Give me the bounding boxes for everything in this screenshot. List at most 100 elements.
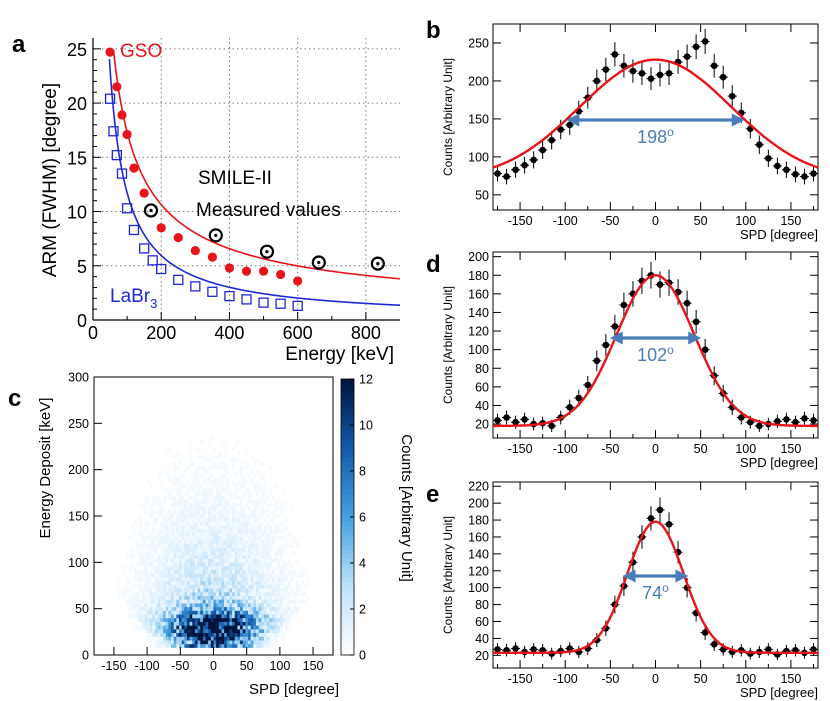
panel-a-data-points: [104, 47, 385, 312]
heatmap-cell: [258, 599, 262, 604]
heatmap-cell: [234, 440, 238, 445]
smile-ii-point: [311, 255, 326, 270]
heatmap-cell: [237, 528, 241, 533]
heatmap-cell: [189, 599, 193, 604]
heatmap-cell: [189, 580, 193, 585]
heatmap-cell: [226, 573, 230, 578]
heatmap-cell: [210, 540, 214, 545]
heatmap-cell: [147, 580, 151, 585]
smile-ii-point-dot: [376, 262, 380, 266]
heatmap-cell: [192, 543, 196, 548]
y-axis-label: Counts [Arbitrary Unit]: [441, 58, 455, 176]
heatmap-cell: [157, 573, 161, 578]
heatmap-cell: [176, 636, 180, 641]
heatmap-cell: [218, 499, 222, 504]
heatmap-cell: [221, 580, 225, 585]
plot-frame: [492, 23, 819, 211]
heatmap-cell: [271, 595, 275, 600]
heatmap-cell: [192, 625, 196, 630]
heatmap-cell: [176, 451, 180, 456]
heatmap-cell: [192, 473, 196, 478]
heatmap-cell: [160, 532, 164, 537]
heatmap-cell: [232, 573, 236, 578]
heatmap-cell: [255, 491, 259, 496]
heatmap-cell: [189, 540, 193, 545]
heatmap-cell: [263, 566, 267, 571]
heatmap-cell: [189, 632, 193, 637]
heatmap-cell: [248, 599, 251, 604]
heatmap-cell: [160, 603, 164, 608]
heatmap-cell: [157, 584, 161, 589]
heatmap-cell: [186, 540, 190, 545]
heatmap-cell: [208, 584, 212, 589]
heatmap-cell: [255, 521, 259, 526]
heatmap-cell: [234, 580, 238, 585]
heatmap-cell: [165, 577, 169, 582]
heatmap-cell: [226, 610, 230, 615]
heatmap-cell: [285, 617, 289, 622]
heatmap-cell: [181, 495, 185, 500]
heatmap-cell: [189, 640, 193, 645]
heatmap-cell: [157, 610, 161, 615]
heatmap-cell: [184, 595, 188, 600]
heatmap-cell: [263, 558, 267, 563]
heatmap-cell: [242, 577, 246, 582]
heatmap-cell: [263, 488, 267, 493]
y-tick-label: 50: [75, 602, 89, 616]
heatmap-cell: [176, 543, 180, 548]
heatmap-cell: [234, 591, 238, 596]
heatmap-cell: [213, 562, 217, 567]
fwhm-value: 74: [642, 583, 662, 603]
heatmap-cell: [216, 591, 220, 596]
heatmap-cell: [163, 499, 166, 504]
heatmap-cell: [144, 599, 148, 604]
heatmap-cell: [221, 480, 225, 485]
heatmap-cell: [295, 610, 299, 615]
heatmap-cell: [271, 632, 275, 637]
heatmap-cell: [168, 543, 172, 548]
heatmap-cell: [245, 473, 249, 478]
heatmap-cell: [258, 558, 262, 563]
heatmap-cell: [168, 643, 172, 648]
heatmap-cell: [234, 584, 238, 589]
heatmap-cell: [173, 473, 177, 478]
heatmap-cell: [266, 643, 270, 648]
heatmap-cell: [295, 580, 299, 585]
panel-c-colorbar-label: Counts [Arbitrary Unit]: [398, 434, 415, 582]
heatmap-cell: [147, 536, 151, 541]
heatmap-cell: [160, 591, 164, 596]
heatmap-cell: [155, 617, 159, 622]
heatmap-cell: [221, 577, 225, 582]
heatmap-cell: [165, 599, 169, 604]
heatmap-cell: [221, 562, 225, 567]
heatmap-cell: [234, 491, 238, 496]
heatmap-cell: [168, 580, 172, 585]
x-tick-label: 50: [694, 672, 708, 686]
heatmap-cell: [125, 551, 129, 556]
heatmap-cell: [202, 514, 206, 519]
y-tick-label: 5: [77, 257, 87, 277]
heatmap-cell: [205, 503, 209, 508]
panel-a-fit-curves: [108, 49, 401, 306]
heatmap-cell: [184, 510, 188, 515]
heatmap-cell: [141, 614, 145, 619]
heatmap-cell: [178, 528, 182, 533]
heatmap-cell: [210, 629, 214, 634]
heatmap-cell: [266, 629, 270, 634]
heatmap-cell: [205, 625, 209, 630]
heatmap-cell: [248, 562, 251, 567]
heatmap-cell: [165, 614, 169, 619]
heatmap-cell: [125, 554, 129, 559]
heatmap-cell: [261, 503, 265, 508]
heatmap-cell: [155, 621, 159, 626]
heatmap-cell: [147, 499, 151, 504]
heatmap-cell: [144, 595, 148, 600]
heatmap-cell: [255, 488, 259, 493]
heatmap-cell: [224, 480, 228, 485]
heatmap-cell: [245, 595, 249, 600]
heatmap-cell: [266, 588, 270, 593]
heatmap-cell: [123, 569, 127, 574]
heatmap-cell: [149, 588, 153, 593]
heatmap-cell: [213, 510, 217, 515]
